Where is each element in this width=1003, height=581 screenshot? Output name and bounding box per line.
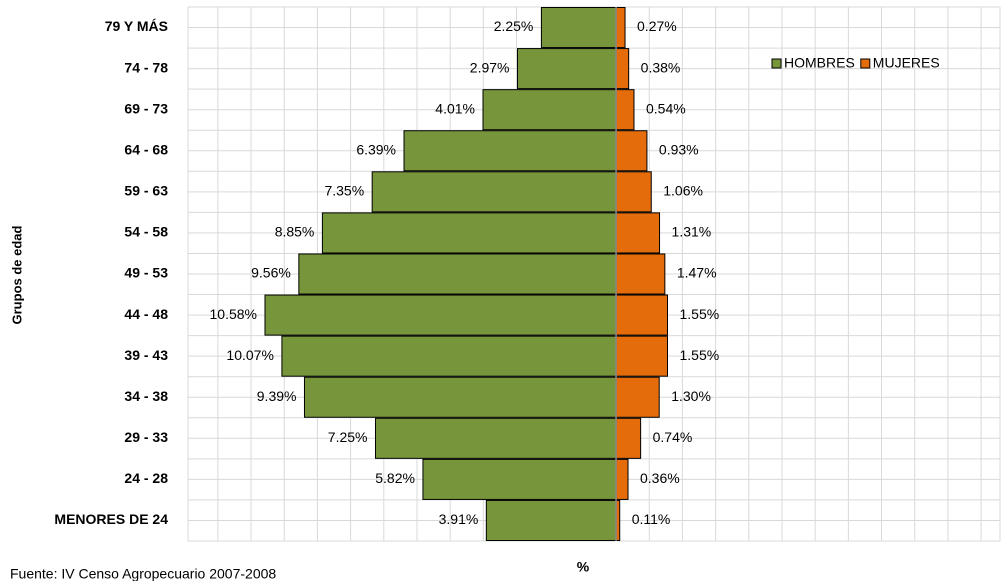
data-label: 5.82% <box>375 470 415 486</box>
bar <box>615 253 666 295</box>
data-label: 0.36% <box>640 470 680 486</box>
y-tick-label: 44 - 48 <box>124 306 168 322</box>
bar <box>615 130 648 172</box>
data-label: 2.25% <box>494 18 534 34</box>
data-label: 7.35% <box>324 183 364 199</box>
data-label: 1.31% <box>672 224 712 240</box>
bar <box>403 130 617 172</box>
data-label: 9.39% <box>257 388 297 404</box>
y-tick-label: 49 - 53 <box>124 265 168 281</box>
bar <box>615 458 629 500</box>
y-tick-label: 24 - 28 <box>124 470 168 486</box>
bar <box>615 7 626 49</box>
source-note: Fuente: IV Censo Agropecuario 2007-2008 <box>10 566 276 581</box>
data-label: 1.30% <box>671 388 711 404</box>
bar <box>482 89 617 131</box>
bar <box>281 335 617 377</box>
bar <box>615 376 660 418</box>
y-tick-label: 34 - 38 <box>124 388 168 404</box>
bar <box>615 212 661 254</box>
data-label: 0.11% <box>632 511 671 527</box>
data-label: 2.97% <box>470 59 510 75</box>
x-axis-title: % <box>577 559 590 575</box>
bar <box>298 253 617 295</box>
bar <box>264 294 617 336</box>
data-label: 6.39% <box>356 141 396 157</box>
legend-label: HOMBRES <box>784 55 855 71</box>
bar <box>303 376 617 418</box>
y-tick-label: 64 - 68 <box>124 141 168 157</box>
bar <box>615 171 652 213</box>
data-label: 10.58% <box>210 306 257 322</box>
y-tick-label: 54 - 58 <box>124 224 168 240</box>
bar <box>615 48 630 90</box>
y-axis-title: Grupos de edad <box>9 225 24 324</box>
data-label: 0.74% <box>653 429 693 445</box>
data-label: 9.56% <box>251 265 291 281</box>
legend-swatch <box>771 58 782 69</box>
data-label: 1.55% <box>680 347 720 363</box>
y-tick-label: MENORES DE 24 <box>54 511 168 527</box>
data-label: 10.07% <box>226 347 273 363</box>
y-tick-label: 59 - 63 <box>124 183 168 199</box>
bar <box>374 417 617 459</box>
bar <box>422 458 617 500</box>
bar <box>615 417 642 459</box>
y-tick-label: 69 - 73 <box>124 100 168 116</box>
legend-label: MUJERES <box>873 55 940 71</box>
data-label: 0.54% <box>646 100 686 116</box>
data-label: 4.01% <box>435 100 475 116</box>
y-tick-label: 79 Y MÁS <box>105 18 168 34</box>
data-label: 0.93% <box>659 141 699 157</box>
data-label: 0.38% <box>641 59 681 75</box>
data-label: 7.25% <box>328 429 368 445</box>
bar <box>615 89 635 131</box>
bar <box>371 171 617 213</box>
bar <box>485 499 617 541</box>
y-tick-label: 74 - 78 <box>124 59 168 75</box>
data-label: 0.27% <box>637 18 677 34</box>
data-label: 1.47% <box>677 265 717 281</box>
y-tick-label: 29 - 33 <box>124 429 168 445</box>
data-label: 3.91% <box>439 511 479 527</box>
data-label: 1.06% <box>663 183 703 199</box>
bar <box>540 7 617 49</box>
bar <box>615 335 669 377</box>
data-label: 8.85% <box>275 224 315 240</box>
bar <box>615 294 669 336</box>
data-label: 1.55% <box>680 306 720 322</box>
y-tick-label: 39 - 43 <box>124 347 168 363</box>
bar <box>517 48 617 90</box>
legend-swatch <box>860 58 871 69</box>
bar <box>321 212 617 254</box>
